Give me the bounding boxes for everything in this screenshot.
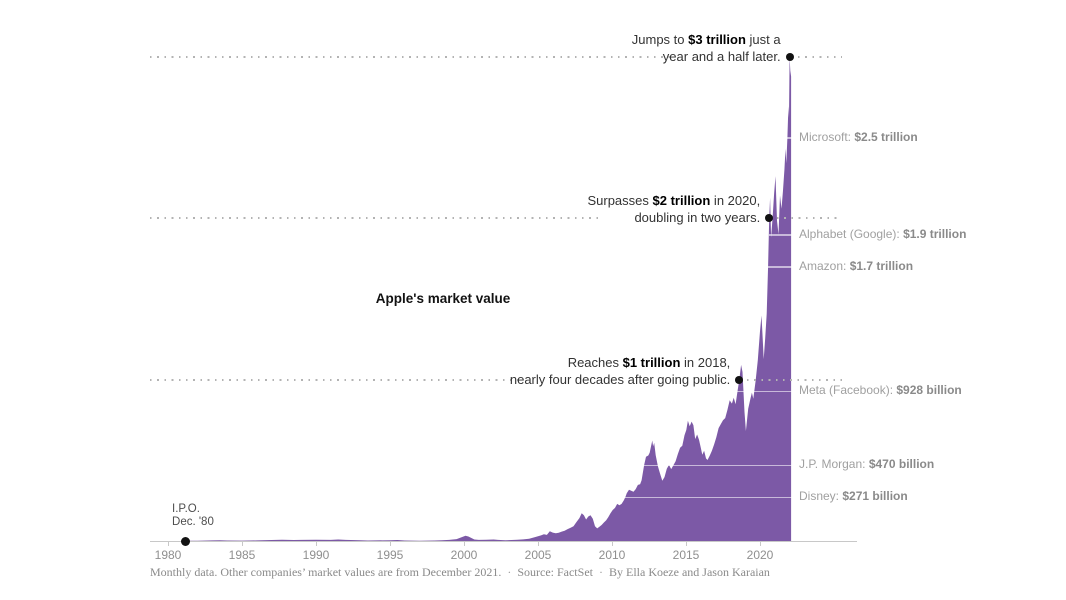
ipo-dot [180,536,190,546]
milestone-annotation: Jumps to $3 trillion just a year and a ha… [632,31,781,65]
x-axis-tick [168,542,169,546]
x-tick-label: 2010 [598,548,626,562]
milestone-text: in 2020, [710,193,761,209]
x-axis-tick [242,542,243,546]
company-value: $2.5 trillion [854,129,918,144]
x-tick-label: 1995 [376,548,404,562]
footnote-source: Source: FactSet [517,565,593,579]
company-value: $470 billion [868,457,935,472]
company-reference-line [644,464,795,467]
company-reference-line [769,234,795,236]
x-tick-label: 1990 [302,548,330,562]
company-name: J.P. Morgan: [799,457,869,472]
x-axis-tick [760,542,761,546]
company-label: Meta (Facebook): $928 billion [799,383,962,398]
company-value: $271 billion [842,489,908,504]
milestone-value-bold: $1 trillion [622,354,681,370]
company-reference-line [768,266,795,268]
footnote-note: Monthly data. Other companies’ market va… [150,565,502,579]
x-tick-label: 1985 [228,548,256,562]
footnote: Monthly data. Other companies’ market va… [150,565,910,580]
milestone-dotted-line-right [747,378,842,381]
milestone-text: Surpasses [587,193,653,209]
company-name: Microsoft: [799,129,855,144]
x-axis-line [150,541,857,542]
footnote-byline: By Ella Koeze and Jason Karaian [608,565,770,579]
milestone-dot [735,375,744,384]
milestone-value-bold: $3 trillion [688,32,746,48]
milestone-dotted-line-left [150,56,672,59]
x-axis-tick [686,542,687,546]
milestone-text: in 2018, [680,354,731,370]
x-axis-tick [464,542,465,546]
x-axis-tick [316,542,317,546]
milestone-dot [765,214,774,223]
footnote-separator: · [507,565,512,579]
ipo-label: I.P.O. Dec. '80 [172,503,214,529]
milestone-annotation: Surpasses $2 trillion in 2020, doubling i… [587,192,760,226]
company-label: Amazon: $1.7 trillion [799,259,913,274]
x-axis-tick [612,542,613,546]
company-name: Alphabet (Google): [799,226,904,241]
milestone-annotation: Reaches $1 trillion in 2018, nearly four … [510,354,730,388]
footnote-separator: · [598,565,603,579]
apple-market-value-area [184,57,792,541]
x-axis-tick [390,542,391,546]
company-reference-line [787,137,795,139]
company-label: J.P. Morgan: $470 billion [799,457,934,472]
company-value: $928 billion [896,383,962,398]
company-value: $1.9 trillion [903,226,967,241]
company-name: Meta (Facebook): [799,383,897,398]
milestone-dot [785,53,794,62]
ipo-label-line2: Dec. '80 [172,516,214,528]
milestone-dotted-line-right [777,217,842,220]
x-tick-label: 1980 [154,548,182,562]
company-reference-line [737,390,795,393]
company-label: Microsoft: $2.5 trillion [799,130,918,145]
company-label: Disney: $271 billion [799,489,908,504]
milestone-dotted-line-left [150,217,601,220]
x-axis-tick [538,542,539,546]
company-label: Alphabet (Google): $1.9 trillion [799,227,966,242]
company-reference-line [625,496,795,499]
company-value: $1.7 trillion [849,258,914,273]
milestone-text: Reaches [567,354,623,370]
milestone-text: Jumps to [631,32,689,48]
chart-title: Apple's market value [375,291,511,306]
milestone-text: year and a half later. [662,49,781,65]
company-name: Amazon: [799,258,850,273]
x-tick-label: 2020 [746,548,774,562]
milestone-dotted-line-left [150,378,522,381]
milestone-value-bold: $2 trillion [652,193,711,209]
x-tick-label: 2015 [672,548,700,562]
company-name: Disney: [799,489,843,504]
milestone-text: nearly four decades after going public. [509,371,731,387]
milestone-text: doubling in two years. [634,210,761,226]
milestone-text: just a [745,32,781,48]
ipo-label-line1: I.P.O. [172,503,200,515]
x-tick-label: 2000 [450,548,478,562]
x-tick-label: 2005 [524,548,552,562]
milestone-dotted-line-right [797,56,842,59]
